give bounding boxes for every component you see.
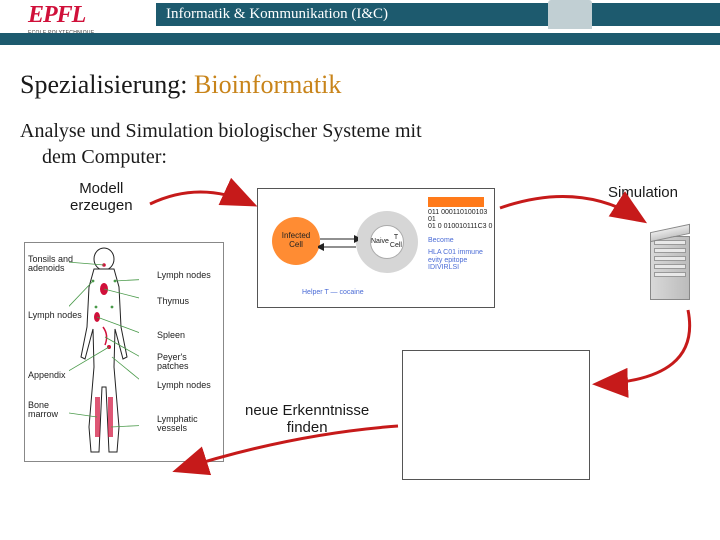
anatomy-tonsils: Tonsils andadenoids xyxy=(28,255,73,273)
subtitle-line-2: dem Computer: xyxy=(42,144,720,170)
logo-text: EPFL xyxy=(28,2,146,29)
anatomy-bone-marrow: Bonemarrow xyxy=(28,401,58,419)
label-insights: neue Erkenntnisse finden xyxy=(245,402,369,436)
subtitle-line-1: Analyse und Simulation biologischer Syst… xyxy=(20,118,720,144)
bits-top: 011 000110100103 01 xyxy=(428,209,494,223)
human-body-icon xyxy=(69,247,139,459)
server-icon xyxy=(650,228,690,308)
title-bar-tab xyxy=(548,0,592,29)
label-model-generate: Modell erzeugen xyxy=(70,180,133,214)
header-bar: EPFL ECOLE POLYTECHNIQUE FEDERALE DE LAU… xyxy=(0,0,720,48)
model-blue-2: HLA C01 immuneevity epitopeIDIVIRLSI xyxy=(428,249,483,272)
label-insights-l2: finden xyxy=(245,419,369,436)
page-title-pre: Spezialisierung: xyxy=(20,70,194,99)
label-simulation: Simulation xyxy=(608,184,678,201)
tcell-icon: NaiveT Cell xyxy=(356,211,418,273)
anatomy-figure: Tonsils andadenoids Lymph nodes Thymus L… xyxy=(24,242,224,462)
model-blue-3: Helper T — cocaine xyxy=(302,289,364,297)
anatomy-appendix: Appendix xyxy=(28,371,66,380)
page-title-accent: Bioinformatik xyxy=(194,70,341,99)
page-title: Spezialisierung: Bioinformatik xyxy=(20,70,720,100)
bits-bottom: 01 0 010010111C3 0 xyxy=(428,223,492,230)
diagram-canvas: Modell erzeugen Simulation neue Erkenntn… xyxy=(0,170,720,530)
anatomy-spleen: Spleen xyxy=(157,331,185,340)
title-bar-text: Informatik & Kommunikation (I&C) xyxy=(166,6,388,23)
chart-svg: 10⁻²10⁻¹10⁰10¹-40-2002040Events xyxy=(403,351,591,481)
binary-band xyxy=(428,197,484,207)
infected-cell-icon: InfectedCell xyxy=(272,217,320,265)
label-insights-l1: neue Erkenntnisse xyxy=(245,402,369,419)
label-model-l1: Modell xyxy=(70,180,133,197)
title-bar: Informatik & Kommunikation (I&C) xyxy=(156,3,720,26)
model-figure: InfectedCell NaiveT Cell 011 00011010010… xyxy=(257,188,495,308)
anatomy-lymph-nodes-2: Lymph nodes xyxy=(28,311,82,320)
result-chart: 10⁻²10⁻¹10⁰10¹-40-2002040Events xyxy=(402,350,590,480)
page-subtitle: Analyse und Simulation biologischer Syst… xyxy=(20,118,720,170)
cell-interaction-arrow xyxy=(318,233,358,253)
model-blue-1: Become xyxy=(428,237,454,245)
anatomy-thymus: Thymus xyxy=(157,297,189,306)
title-underbar xyxy=(0,33,720,45)
anatomy-peyer: Peyer'spatches xyxy=(157,353,189,371)
anatomy-lymph-nodes-1: Lymph nodes xyxy=(157,271,211,280)
anatomy-lymphatic-vessels: Lymphaticvessels xyxy=(157,415,198,433)
anatomy-lymph-nodes-3: Lymph nodes xyxy=(157,381,211,390)
label-model-l2: erzeugen xyxy=(70,197,133,214)
